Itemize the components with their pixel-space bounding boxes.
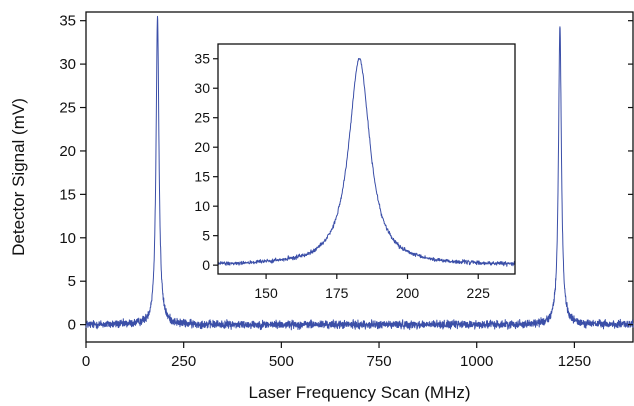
x-tick-label: 750 (367, 353, 392, 370)
inset-x-tick-label: 225 (467, 285, 491, 301)
inset-y-tick-label: 15 (194, 169, 210, 185)
y-tick-label: 0 (68, 317, 76, 334)
y-axis-title: Detector Signal (mV) (9, 98, 28, 256)
inset-y-tick-label: 30 (194, 80, 210, 96)
y-tick-label: 5 (68, 273, 76, 290)
inset-x-tick-label: 200 (396, 285, 420, 301)
y-tick-label: 25 (59, 100, 76, 117)
inset-plot-frame (217, 43, 516, 275)
inset-series-line (217, 57, 516, 267)
y-tick-label: 10 (59, 230, 76, 247)
main-plot-frame (85, 11, 634, 343)
inset-y-tick-label: 0 (202, 257, 210, 273)
x-tick-label: 500 (269, 353, 294, 370)
inset-y-tick-label: 10 (194, 198, 210, 214)
inset-y-tick-label: 25 (194, 110, 210, 126)
x-axis-title: Laser Frequency Scan (MHz) (248, 383, 470, 402)
x-tick-label: 250 (171, 353, 196, 370)
main-series-line (85, 15, 634, 331)
inset-background (218, 44, 515, 274)
x-tick-label: 1000 (460, 353, 493, 370)
y-tick-label: 35 (59, 13, 76, 30)
inset-plot: 150 175 200 225 0 5 10 15 20 25 30 35 (194, 43, 516, 301)
x-tick-label: 0 (82, 353, 90, 370)
inset-x-tick-label: 150 (254, 285, 278, 301)
inset-axis-ticks: 150 175 200 225 0 5 10 15 20 25 30 35 (194, 51, 490, 301)
inset-y-tick-label: 20 (194, 139, 210, 155)
y-tick-label: 30 (59, 56, 76, 73)
inset-y-tick-label: 35 (194, 51, 210, 67)
inset-x-tick-label: 175 (325, 285, 349, 301)
x-tick-label: 1250 (558, 353, 591, 370)
y-tick-label: 20 (59, 143, 76, 160)
inset-y-tick-label: 5 (202, 228, 210, 244)
y-tick-label: 15 (59, 186, 76, 203)
